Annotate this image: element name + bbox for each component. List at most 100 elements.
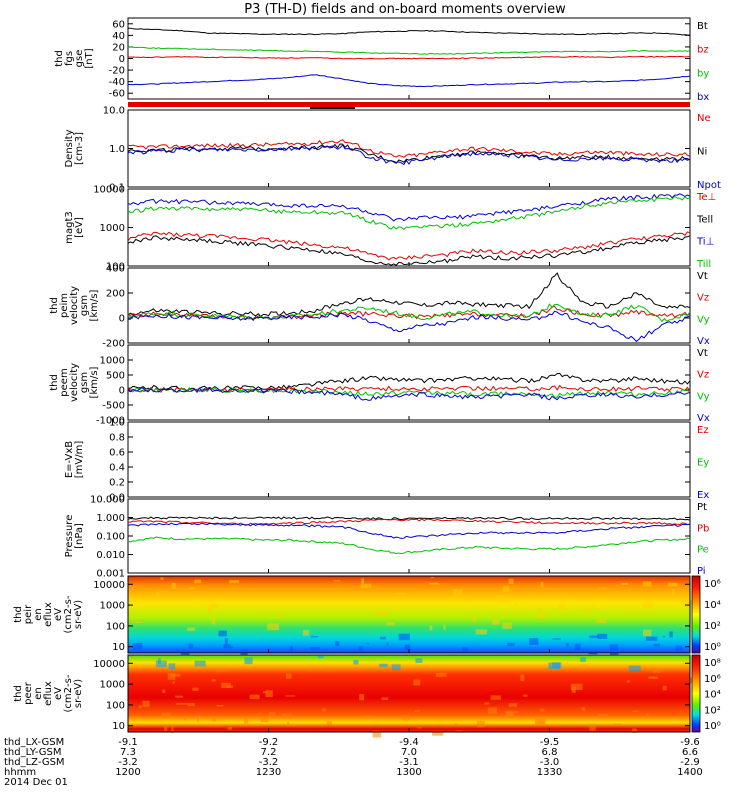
spectrogram-texture (513, 603, 518, 606)
spectrogram-texture (223, 644, 231, 649)
series-line-peim-0 (127, 272, 691, 317)
spectrogram-texture (598, 587, 607, 589)
series-line-pressure-0 (127, 516, 691, 521)
legend-entry: Pi (697, 566, 706, 577)
y-tick-label: 10.000 (90, 495, 125, 506)
spectrogram-texture (540, 708, 545, 712)
legend-entry: Pt (697, 502, 707, 513)
spectrogram-texture (286, 673, 292, 679)
y-tick-label: 10 (112, 642, 125, 653)
spectrogram-texture (281, 713, 293, 719)
y-axis-label-line: magt3 (64, 211, 75, 244)
spectrogram-texture (643, 629, 652, 637)
y-tick-label: -40 (109, 77, 125, 88)
spectrogram-texture (168, 663, 176, 670)
y-tick-label: 1000 (100, 356, 125, 367)
colorbar-tick-label: 10⁰ (704, 642, 721, 653)
spectrogram-texture (183, 715, 187, 721)
spectrogram-texture (211, 716, 217, 722)
colorbar-tick-label: 10⁴ (704, 600, 721, 611)
spectrogram-texture (249, 694, 260, 700)
colorbar-peir: 10⁶ 10⁴ 10² 10⁰ (691, 575, 721, 654)
y-axis-label-line: peer (23, 681, 34, 705)
footer-row-label: thd_LX-GSM (4, 737, 64, 748)
y-axis-label-line: [km/s] (89, 289, 100, 321)
spectrogram-texture (626, 680, 631, 683)
spectrogram-texture (589, 724, 596, 731)
legend-entry: Vy (697, 391, 710, 402)
spectrogram-texture (652, 669, 661, 673)
footer-row-value: -9.6 (680, 737, 700, 748)
legend-entry: bx (697, 92, 709, 103)
spectrogram-texture (211, 618, 215, 625)
y-axis-label-line: [cm-3] (74, 132, 85, 165)
series-line-peim-3 (127, 310, 691, 343)
footer-row-value: 1300 (396, 767, 421, 778)
spectrogram-texture (326, 721, 332, 726)
spectrogram-texture (189, 587, 195, 590)
spectrogram-texture (269, 712, 276, 718)
y-tick-label: 0.4 (109, 463, 125, 474)
y-axis-label-line: sr-eV) (73, 679, 84, 708)
spectrogram-texture (161, 712, 171, 719)
spectrogram-texture (192, 687, 199, 691)
spectrogram-texture (508, 578, 514, 584)
y-axis-label-line: gsm (79, 295, 90, 316)
footer-row-value: 1230 (256, 767, 281, 778)
series-line-fgs-0 (127, 27, 691, 36)
spectrogram-texture (443, 624, 446, 630)
y-axis-label-line: fgs (64, 51, 75, 66)
spectrogram-texture (366, 715, 371, 717)
spectrogram-texture (582, 609, 592, 612)
spectrogram-texture (176, 702, 188, 705)
footer-row-label: thd_LZ-GSM (4, 757, 65, 768)
footer-row-value: -9.5 (540, 737, 560, 748)
colorbar-tick-label: 10⁸ (704, 658, 721, 669)
spectrogram-texture (581, 707, 586, 711)
y-axis-label-line: velocity (69, 286, 80, 325)
y-tick-label: 1.000 (96, 513, 125, 524)
legend-entry: Te⊥ (696, 192, 716, 203)
spectrogram-texture (653, 643, 660, 647)
spectrogram-texture (620, 582, 629, 585)
spectrogram-texture (570, 683, 583, 690)
spectrogram-texture (490, 695, 501, 700)
y-tick-label: 40 (112, 31, 125, 42)
spectrogram-texture (402, 715, 410, 721)
y-axis-label-line: sr-eV) (73, 600, 84, 629)
series-line-peem-3 (127, 387, 691, 401)
spectrogram-texture (156, 591, 160, 598)
y-axis-label-line: [km/s] (89, 366, 100, 398)
spectrogram-texture (265, 690, 273, 698)
panel-efield: 1.0 0.8 0.6 0.4 0.2 0.0 E=-VxB [mV/m] Ez Ey Ex (64, 418, 709, 504)
spectrogram-texture (457, 668, 461, 670)
y-axis-label: thd peem velocity gsm [km/s] (49, 363, 100, 402)
footer-row-value: 7.0 (401, 747, 417, 758)
spectrogram-texture (227, 727, 232, 730)
spectrogram-texture (287, 722, 290, 727)
spectrogram-texture (194, 579, 202, 584)
spectrogram-texture (435, 672, 447, 677)
legend-entry: Pb (697, 523, 709, 534)
spectrogram-texture (507, 642, 515, 647)
spectrogram-texture (522, 694, 528, 697)
spectrogram-texture (358, 646, 363, 651)
y-axis-label-line: Density (64, 129, 75, 167)
spectrogram-texture (391, 664, 401, 671)
spectrogram-texture (492, 618, 499, 625)
spectrogram-texture (463, 595, 473, 601)
spectrogram-texture (681, 600, 693, 605)
y-tick-label: 0 (119, 314, 125, 325)
y-axis-label-line: thd (54, 50, 65, 67)
y-axis-label: Density [cm-3] (64, 129, 85, 167)
y-tick-label: 0.2 (109, 478, 125, 489)
y-tick-label: 0.6 (109, 448, 125, 459)
spectrogram-texture (380, 636, 386, 640)
spectrogram-texture (360, 583, 372, 588)
colorbar-tick-label: 10² (704, 621, 721, 632)
legend-entry: Ne (697, 113, 711, 124)
legend-entry: Till (696, 259, 711, 270)
spectrogram-texture (244, 657, 253, 665)
y-tick-label: 0.0 (109, 493, 125, 504)
spectrogram-texture (672, 589, 675, 595)
